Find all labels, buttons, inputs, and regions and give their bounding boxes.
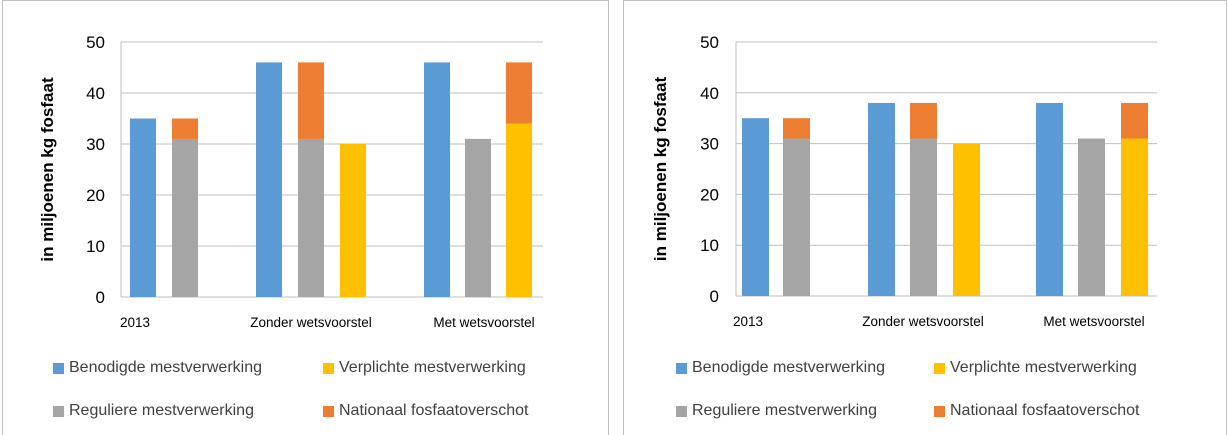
legend-label-nationaal: Nationaal fosfaatoverschot: [339, 402, 529, 419]
y-tick-label: 50: [86, 33, 105, 52]
legend-label-verplicht: Verplichte mestverwerking: [339, 359, 526, 376]
bar-reguliere-mestverwerking: [465, 138, 491, 297]
x-category-label: Met wetsvoorstel: [1043, 314, 1144, 329]
bar-nationaal-fosfaatoverschot: [910, 102, 937, 139]
y-tick-label: 40: [86, 84, 105, 103]
legend-item-regulier: Reguliere mestverwerking: [53, 402, 254, 420]
y-tick-label: 0: [710, 287, 719, 306]
y-tick-label: 20: [86, 186, 105, 205]
bar-benodigde-mestverwerking: [1036, 102, 1063, 297]
legend-label-nationaal: Nationaal fosfaatoverschot: [950, 402, 1140, 419]
legend-swatch-nationaal: [323, 405, 334, 417]
x-category-label: 2013: [733, 314, 763, 329]
y-axis-label: in miljoenen kg fosfaat: [38, 77, 57, 262]
bar-benodigde-mestverwerking: [256, 62, 282, 298]
bar-verplichte-mestverwerking: [340, 144, 366, 297]
legend-swatch-benodigd: [676, 362, 687, 374]
bar-reguliere-mestverwerking: [172, 138, 198, 297]
bar-reguliere-mestverwerking: [783, 138, 810, 296]
y-tick-label: 40: [700, 84, 719, 103]
bar-benodigde-mestverwerking: [424, 62, 450, 298]
legend-label-benodigd: Benodigde mestverwerking: [69, 359, 262, 376]
y-tick-label: 0: [96, 288, 105, 307]
legend-item-nationaal: Nationaal fosfaatoverschot: [323, 402, 528, 420]
legend-item-nationaal: Nationaal fosfaatoverschot: [934, 402, 1139, 420]
bar-verplichte-mestverwerking: [1121, 138, 1148, 296]
legend-label-regulier: Reguliere mestverwerking: [69, 402, 254, 419]
bar-nationaal-fosfaatoverschot: [1121, 102, 1148, 139]
legend-item-benodigd: Benodigde mestverwerking: [53, 359, 262, 377]
bar-nationaal-fosfaatoverschot: [172, 118, 198, 139]
bar-reguliere-mestverwerking: [1078, 138, 1105, 296]
legend-item-verplicht: Verplichte mestverwerking: [934, 359, 1137, 377]
bar-benodigde-mestverwerking: [130, 118, 156, 297]
y-tick-label: 30: [700, 135, 719, 154]
bar-benodigde-mestverwerking: [868, 102, 895, 297]
legend-swatch-verplicht: [323, 362, 334, 374]
legend-swatch-nationaal: [934, 405, 945, 417]
legend-item-benodigd: Benodigde mestverwerking: [676, 359, 885, 377]
bar-reguliere-mestverwerking: [910, 138, 937, 296]
bar-verplichte-mestverwerking: [506, 123, 532, 297]
y-axis-label: in miljoenen kg fosfaat: [651, 77, 670, 262]
y-tick-label: 30: [86, 135, 105, 154]
legend-swatch-verplicht: [934, 362, 945, 374]
legend-item-verplicht: Verplichte mestverwerking: [323, 359, 526, 377]
y-tick-label: 10: [86, 237, 105, 256]
chart-panel-right: 0 10 20 30 40 50 in miljoenen kg fosfaat 2013 Zo…: [623, 0, 1227, 435]
chart-panel-left: 0 10 20 30 40 50 in miljoenen kg fosfaat 2013 Zo…: [2, 0, 609, 435]
legend-swatch-benodigd: [53, 362, 64, 374]
x-category-label: Zonder wetsvoorstel: [250, 315, 372, 330]
x-category-label: Zonder wetsvoorstel: [862, 314, 984, 329]
x-category-label: Met wetsvoorstel: [433, 315, 534, 330]
legend-label-verplicht: Verplichte mestverwerking: [950, 359, 1137, 376]
bar-nationaal-fosfaatoverschot: [298, 62, 324, 139]
bar-nationaal-fosfaatoverschot: [506, 62, 532, 124]
bar-reguliere-mestverwerking: [298, 138, 324, 297]
legend-item-regulier: Reguliere mestverwerking: [676, 402, 877, 420]
legend-swatch-regulier: [676, 405, 687, 417]
legend-label-benodigd: Benodigde mestverwerking: [692, 359, 885, 376]
bar-chart-right: 0 10 20 30 40 50 in miljoenen kg fosfaat 2013 Zo…: [651, 33, 1157, 329]
x-category-label: 2013: [120, 315, 150, 330]
bar-verplichte-mestverwerking: [953, 143, 980, 296]
bar-nationaal-fosfaatoverschot: [783, 118, 810, 139]
legend-label-regulier: Reguliere mestverwerking: [692, 402, 877, 419]
bar-chart-left: 0 10 20 30 40 50 in miljoenen kg fosfaat 2013 Zo…: [38, 33, 543, 330]
bar-benodigde-mestverwerking: [742, 118, 769, 296]
y-tick-label: 20: [700, 185, 719, 204]
legend-swatch-regulier: [53, 405, 64, 417]
y-tick-label: 50: [700, 33, 719, 52]
y-tick-label: 10: [700, 236, 719, 255]
